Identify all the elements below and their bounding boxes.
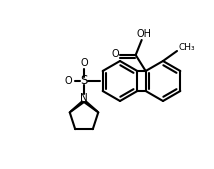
Text: O: O — [112, 49, 119, 59]
Text: N: N — [80, 93, 88, 103]
Text: S: S — [80, 75, 88, 88]
Text: OH: OH — [136, 29, 151, 39]
Text: O: O — [80, 58, 88, 68]
Text: O: O — [64, 76, 72, 86]
Text: CH₃: CH₃ — [179, 43, 196, 53]
